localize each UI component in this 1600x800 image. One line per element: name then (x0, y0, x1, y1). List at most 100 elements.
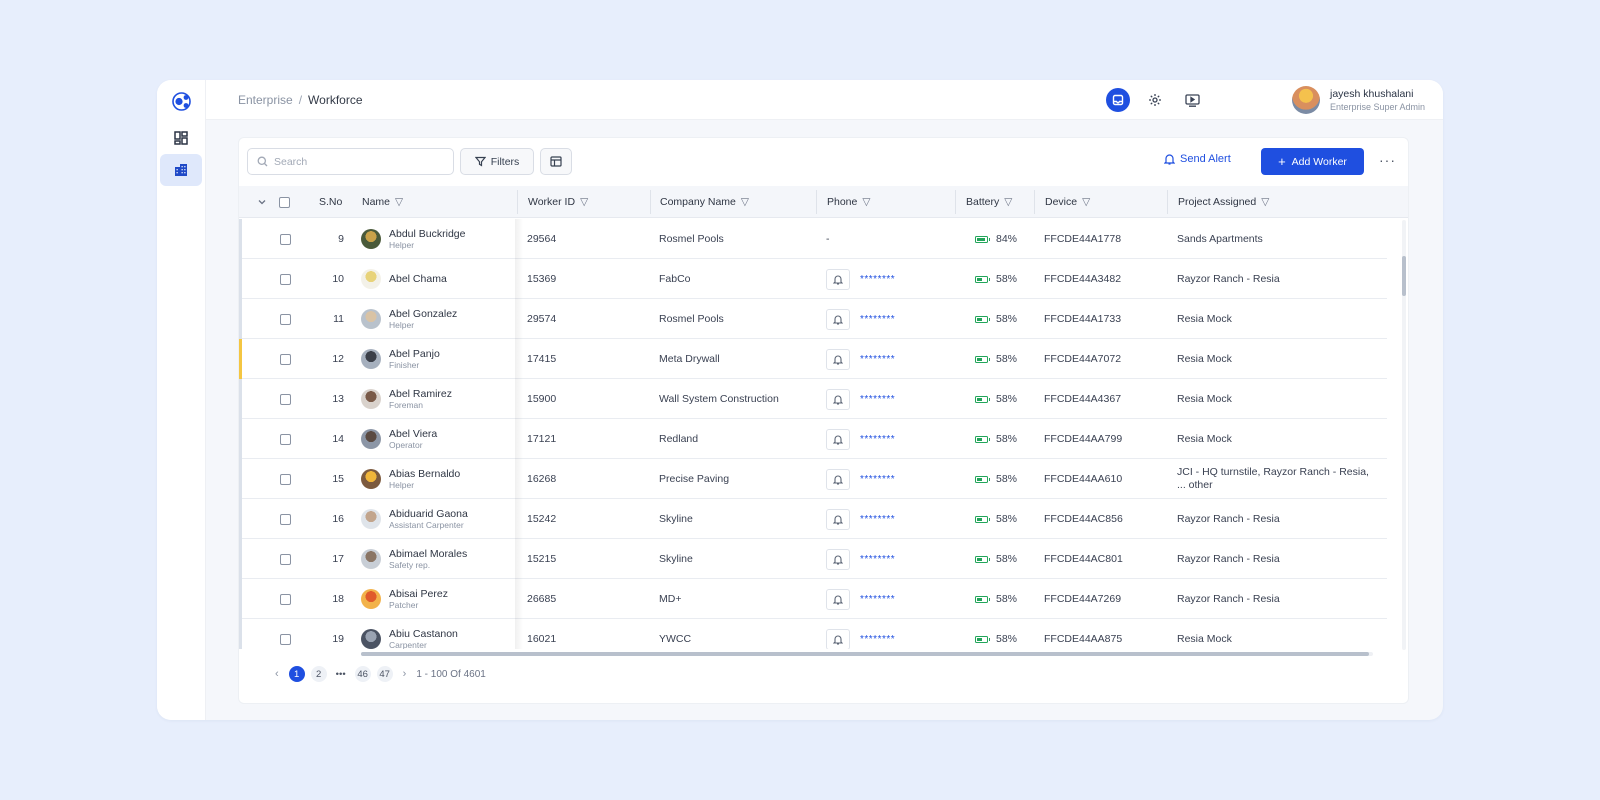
row-checkbox[interactable] (280, 273, 291, 285)
col-name[interactable]: Name ▽ (362, 186, 403, 218)
phone-alert-button[interactable] (826, 348, 850, 370)
col-project[interactable]: Project Assigned ▽ (1178, 186, 1269, 218)
masked-phone[interactable]: ******** (860, 393, 896, 405)
masked-phone[interactable]: ******** (860, 473, 896, 485)
video-button[interactable] (1180, 88, 1204, 112)
row-name-cell[interactable]: Abel Viera Operator (361, 419, 437, 459)
filter-icon[interactable]: ▽ (1082, 196, 1091, 208)
col-worker-id[interactable]: Worker ID ▽ (528, 186, 588, 218)
phone-alert-button[interactable] (826, 428, 850, 450)
col-sno[interactable]: S.No (319, 186, 342, 218)
vertical-scrollbar[interactable] (1402, 220, 1406, 650)
row-checkbox[interactable] (280, 553, 291, 565)
filters-button[interactable]: Filters (460, 148, 534, 175)
row-checkbox[interactable] (280, 353, 291, 365)
col-phone[interactable]: Phone ▽ (827, 186, 870, 218)
row-name-cell[interactable]: Abdul Buckridge Helper (361, 219, 465, 259)
row-name-cell[interactable]: Abel Panjo Finisher (361, 339, 440, 379)
row-name-cell[interactable]: Abel Gonzalez Helper (361, 299, 457, 339)
vertical-scroll-thumb[interactable] (1402, 256, 1406, 296)
page-2[interactable]: 2 (310, 666, 327, 682)
expand-all-icon[interactable] (257, 186, 267, 218)
table-row[interactable]: 9 Abdul Buckridge Helper 29564 Rosmel Pools -… (239, 219, 1387, 259)
masked-phone[interactable]: ******** (860, 313, 896, 325)
row-name-cell[interactable]: Abimael Morales Safety rep. (361, 539, 467, 579)
row-checkbox[interactable] (280, 633, 291, 645)
row-name-cell[interactable]: Abel Chama (361, 259, 447, 299)
search-icon (257, 156, 268, 167)
row-name-cell[interactable]: Abias Bernaldo Helper (361, 459, 460, 499)
masked-phone[interactable]: ******** (860, 633, 896, 645)
filter-icon[interactable]: ▽ (862, 196, 871, 208)
row-checkbox[interactable] (280, 473, 291, 485)
col-battery[interactable]: Battery ▽ (966, 186, 1012, 218)
row-name-cell[interactable]: Abiu Castanon Carpenter (361, 619, 458, 649)
table-row[interactable]: 15 Abias Bernaldo Helper 16268 Precise Pavin… (239, 459, 1387, 499)
masked-phone[interactable]: ******** (860, 353, 896, 365)
table-row[interactable]: 17 Abimael Morales Safety rep. 15215 Skyline… (239, 539, 1387, 579)
table-row[interactable]: 14 Abel Viera Operator 17121 Redland ********… (239, 419, 1387, 459)
masked-phone[interactable]: ******** (860, 553, 896, 565)
page-1[interactable]: 1 (288, 666, 305, 682)
horizontal-scroll-thumb[interactable] (361, 652, 1369, 656)
row-checkbox[interactable] (280, 313, 291, 325)
phone-alert-button[interactable] (826, 308, 850, 330)
send-alert-button[interactable]: Send Alert (1164, 153, 1231, 165)
phone-alert-button[interactable] (826, 588, 850, 610)
masked-phone[interactable]: ******** (860, 513, 896, 525)
add-worker-button[interactable]: + Add Worker (1261, 148, 1364, 175)
row-checkbox[interactable] (280, 233, 291, 245)
table-row[interactable]: 13 Abel Ramirez Foreman 15900 Wall System Co… (239, 379, 1387, 419)
filter-icon[interactable]: ▽ (1261, 196, 1270, 208)
masked-phone[interactable]: ******** (860, 593, 896, 605)
next-page-icon[interactable]: › (402, 668, 407, 680)
phone-alert-button[interactable] (826, 268, 850, 290)
row-name-cell[interactable]: Abel Ramirez Foreman (361, 379, 452, 419)
col-project-label: Project Assigned (1178, 196, 1257, 208)
user-menu[interactable]: jayesh khushalani Enterprise Super Admin (1292, 86, 1425, 114)
phone-alert-button[interactable] (826, 388, 850, 410)
col-device[interactable]: Device ▽ (1045, 186, 1090, 218)
select-all-checkbox[interactable] (279, 196, 290, 208)
dashboard-nav[interactable] (160, 122, 202, 154)
horizontal-scrollbar[interactable] (361, 652, 1373, 656)
table-row[interactable]: 12 Abel Panjo Finisher 17415 Meta Drywall ***… (239, 339, 1387, 379)
search-box[interactable] (247, 148, 454, 175)
row-name-cell[interactable]: Abisai Perez Patcher (361, 579, 448, 619)
table-row[interactable]: 18 Abisai Perez Patcher 26685 MD+ ******** 58%… (239, 579, 1387, 619)
phone-alert-button[interactable] (826, 628, 850, 649)
row-checkbox[interactable] (280, 593, 291, 605)
settings-button[interactable] (1143, 88, 1167, 112)
masked-phone[interactable]: ******** (860, 273, 896, 285)
phone-alert-button[interactable] (826, 468, 850, 490)
filter-icon[interactable]: ▽ (1004, 196, 1013, 208)
page-46[interactable]: 46 (354, 666, 371, 682)
table-row[interactable]: 10 Abel Chama 15369 FabCo ******** 58% FFCDE44… (239, 259, 1387, 299)
page-47[interactable]: 47 (376, 666, 393, 682)
table-row[interactable]: 19 Abiu Castanon Carpenter 16021 YWCC *******… (239, 619, 1387, 649)
inbox-button[interactable] (1106, 88, 1130, 112)
prev-page-icon[interactable]: ‹ (275, 668, 279, 680)
masked-phone[interactable]: ******** (860, 433, 896, 445)
page-ellipsis[interactable]: ••• (335, 668, 346, 680)
row-checkbox[interactable] (280, 393, 291, 405)
filter-icon[interactable]: ▽ (740, 196, 749, 208)
search-input[interactable] (274, 155, 434, 168)
person: Abel Ramirez Foreman (361, 388, 452, 411)
row-checkbox[interactable] (280, 513, 291, 525)
table-row[interactable]: 11 Abel Gonzalez Helper 29574 Rosmel Pools **… (239, 299, 1387, 339)
filter-icon[interactable]: ▽ (580, 196, 589, 208)
row-checkbox[interactable] (280, 433, 291, 445)
enterprise-nav[interactable] (160, 154, 202, 186)
table-row[interactable]: 16 Abiduarid Gaona Assistant Carpenter 1524… (239, 499, 1387, 539)
phone-alert-button[interactable] (826, 548, 850, 570)
columns-button[interactable] (540, 148, 572, 175)
more-options-icon[interactable]: ··· (1379, 152, 1396, 168)
row-name-cell[interactable]: Abiduarid Gaona Assistant Carpenter (361, 499, 468, 539)
filter-icon[interactable]: ▽ (395, 196, 404, 208)
breadcrumb-enterprise[interactable]: Enterprise (238, 93, 293, 107)
app-logo-icon[interactable] (171, 91, 192, 112)
phone-alert-button[interactable] (826, 508, 850, 530)
col-company[interactable]: Company Name ▽ (660, 186, 749, 218)
column-divider (517, 190, 518, 214)
